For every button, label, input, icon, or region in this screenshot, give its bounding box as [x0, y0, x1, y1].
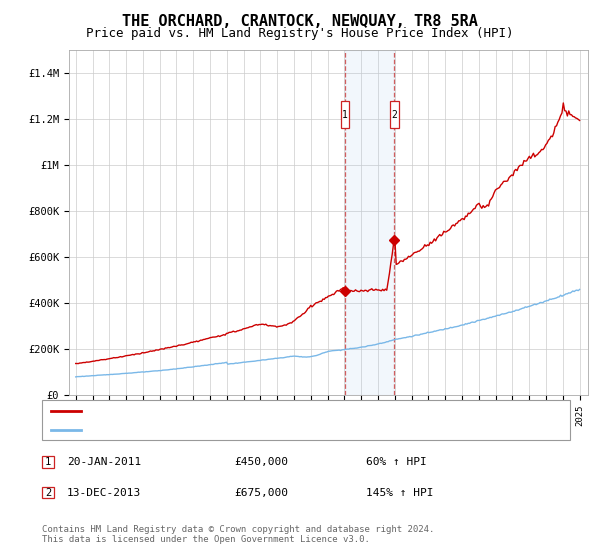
Text: Contains HM Land Registry data © Crown copyright and database right 2024.
This d: Contains HM Land Registry data © Crown c…: [42, 525, 434, 544]
Text: 2: 2: [45, 488, 51, 498]
Text: 2: 2: [391, 110, 397, 120]
Text: 13-DEC-2013: 13-DEC-2013: [67, 488, 142, 498]
Text: 145% ↑ HPI: 145% ↑ HPI: [366, 488, 434, 498]
Bar: [341, 101, 349, 128]
Text: 20-JAN-2011: 20-JAN-2011: [67, 457, 142, 467]
Text: £675,000: £675,000: [234, 488, 288, 498]
Bar: [390, 101, 398, 128]
Text: THE ORCHARD, CRANTOCK, NEWQUAY, TR8 5RA: THE ORCHARD, CRANTOCK, NEWQUAY, TR8 5RA: [122, 14, 478, 29]
Bar: [345, 50, 394, 395]
Text: Price paid vs. HM Land Registry's House Price Index (HPI): Price paid vs. HM Land Registry's House …: [86, 27, 514, 40]
Text: 1: 1: [45, 457, 51, 467]
Text: HPI: Average price, detached house, Cornwall: HPI: Average price, detached house, Corn…: [87, 425, 346, 435]
Text: 60% ↑ HPI: 60% ↑ HPI: [366, 457, 427, 467]
Text: £450,000: £450,000: [234, 457, 288, 467]
Text: THE ORCHARD, CRANTOCK, NEWQUAY, TR8 5RA (detached house): THE ORCHARD, CRANTOCK, NEWQUAY, TR8 5RA …: [87, 407, 416, 417]
Text: 1: 1: [343, 110, 348, 120]
